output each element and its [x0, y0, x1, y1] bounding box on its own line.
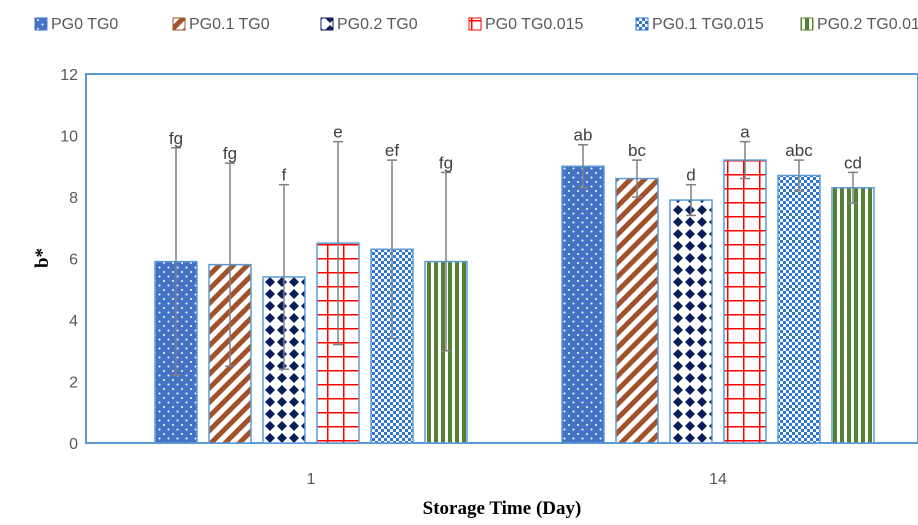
- significance-letter: cd: [844, 153, 862, 172]
- y-tick-label: 10: [60, 129, 78, 146]
- bars: [154, 159, 875, 444]
- legend-label: PG0 TG0: [51, 16, 118, 33]
- bar: [831, 187, 875, 444]
- bar: [777, 174, 821, 444]
- significance-letter: a: [740, 123, 750, 142]
- legend-swatch: [320, 17, 334, 31]
- significance-letter: fg: [223, 144, 237, 163]
- y-axis-title: b*: [32, 248, 53, 268]
- legend-swatch: [468, 17, 482, 31]
- significance-letter: f: [282, 166, 287, 185]
- legend-swatch: [635, 17, 649, 31]
- bar: [723, 159, 767, 444]
- y-axis-ticks: 0 2 4 6 8 10 12: [60, 67, 78, 453]
- legend-label: PG0.1 TG0.015: [652, 16, 764, 33]
- y-tick-label: 2: [69, 375, 78, 392]
- y-tick-label: 0: [69, 436, 78, 453]
- legend-swatch: [172, 17, 186, 31]
- significance-letter: e: [333, 123, 342, 142]
- y-tick-label: 4: [69, 313, 78, 330]
- significance-letter: ef: [385, 141, 399, 160]
- legend-swatch: [800, 17, 814, 31]
- x-tick-label: 1: [307, 471, 316, 488]
- significance-letter: ab: [574, 126, 593, 145]
- legend-label: PG0.1 TG0: [189, 16, 270, 33]
- significance-letter: fg: [439, 153, 453, 172]
- legend-swatch: [34, 17, 48, 31]
- y-tick-label: 8: [69, 190, 78, 207]
- significance-letter: d: [686, 166, 695, 185]
- significance-letter: bc: [628, 141, 646, 160]
- legend-label: PG0.2 TG0.015: [817, 16, 918, 33]
- x-tick-label: 14: [709, 471, 727, 488]
- bar: [561, 165, 605, 444]
- legend: PG0 TG0 PG0.1 TG0 PG0.2 TG0 PG0 TG0.015 PG0.…: [34, 16, 918, 33]
- plot-area-border: [85, 73, 918, 444]
- y-tick-label: 12: [60, 67, 78, 84]
- bar: [615, 177, 659, 444]
- y-tick-label: 6: [69, 252, 78, 269]
- significance-letter: abc: [785, 141, 813, 160]
- significance-letter: fg: [169, 129, 183, 148]
- x-axis-ticks: 1 14: [307, 471, 727, 488]
- x-axis-title: Storage Time (Day): [423, 498, 582, 519]
- legend-label: PG0 TG0.015: [485, 16, 584, 33]
- error-bars: [171, 140, 858, 377]
- significance-letters: fg ab fg bc f d e a ef abc fg cd: [169, 123, 862, 185]
- bar: [669, 199, 713, 444]
- legend-label: PG0.2 TG0: [337, 16, 418, 33]
